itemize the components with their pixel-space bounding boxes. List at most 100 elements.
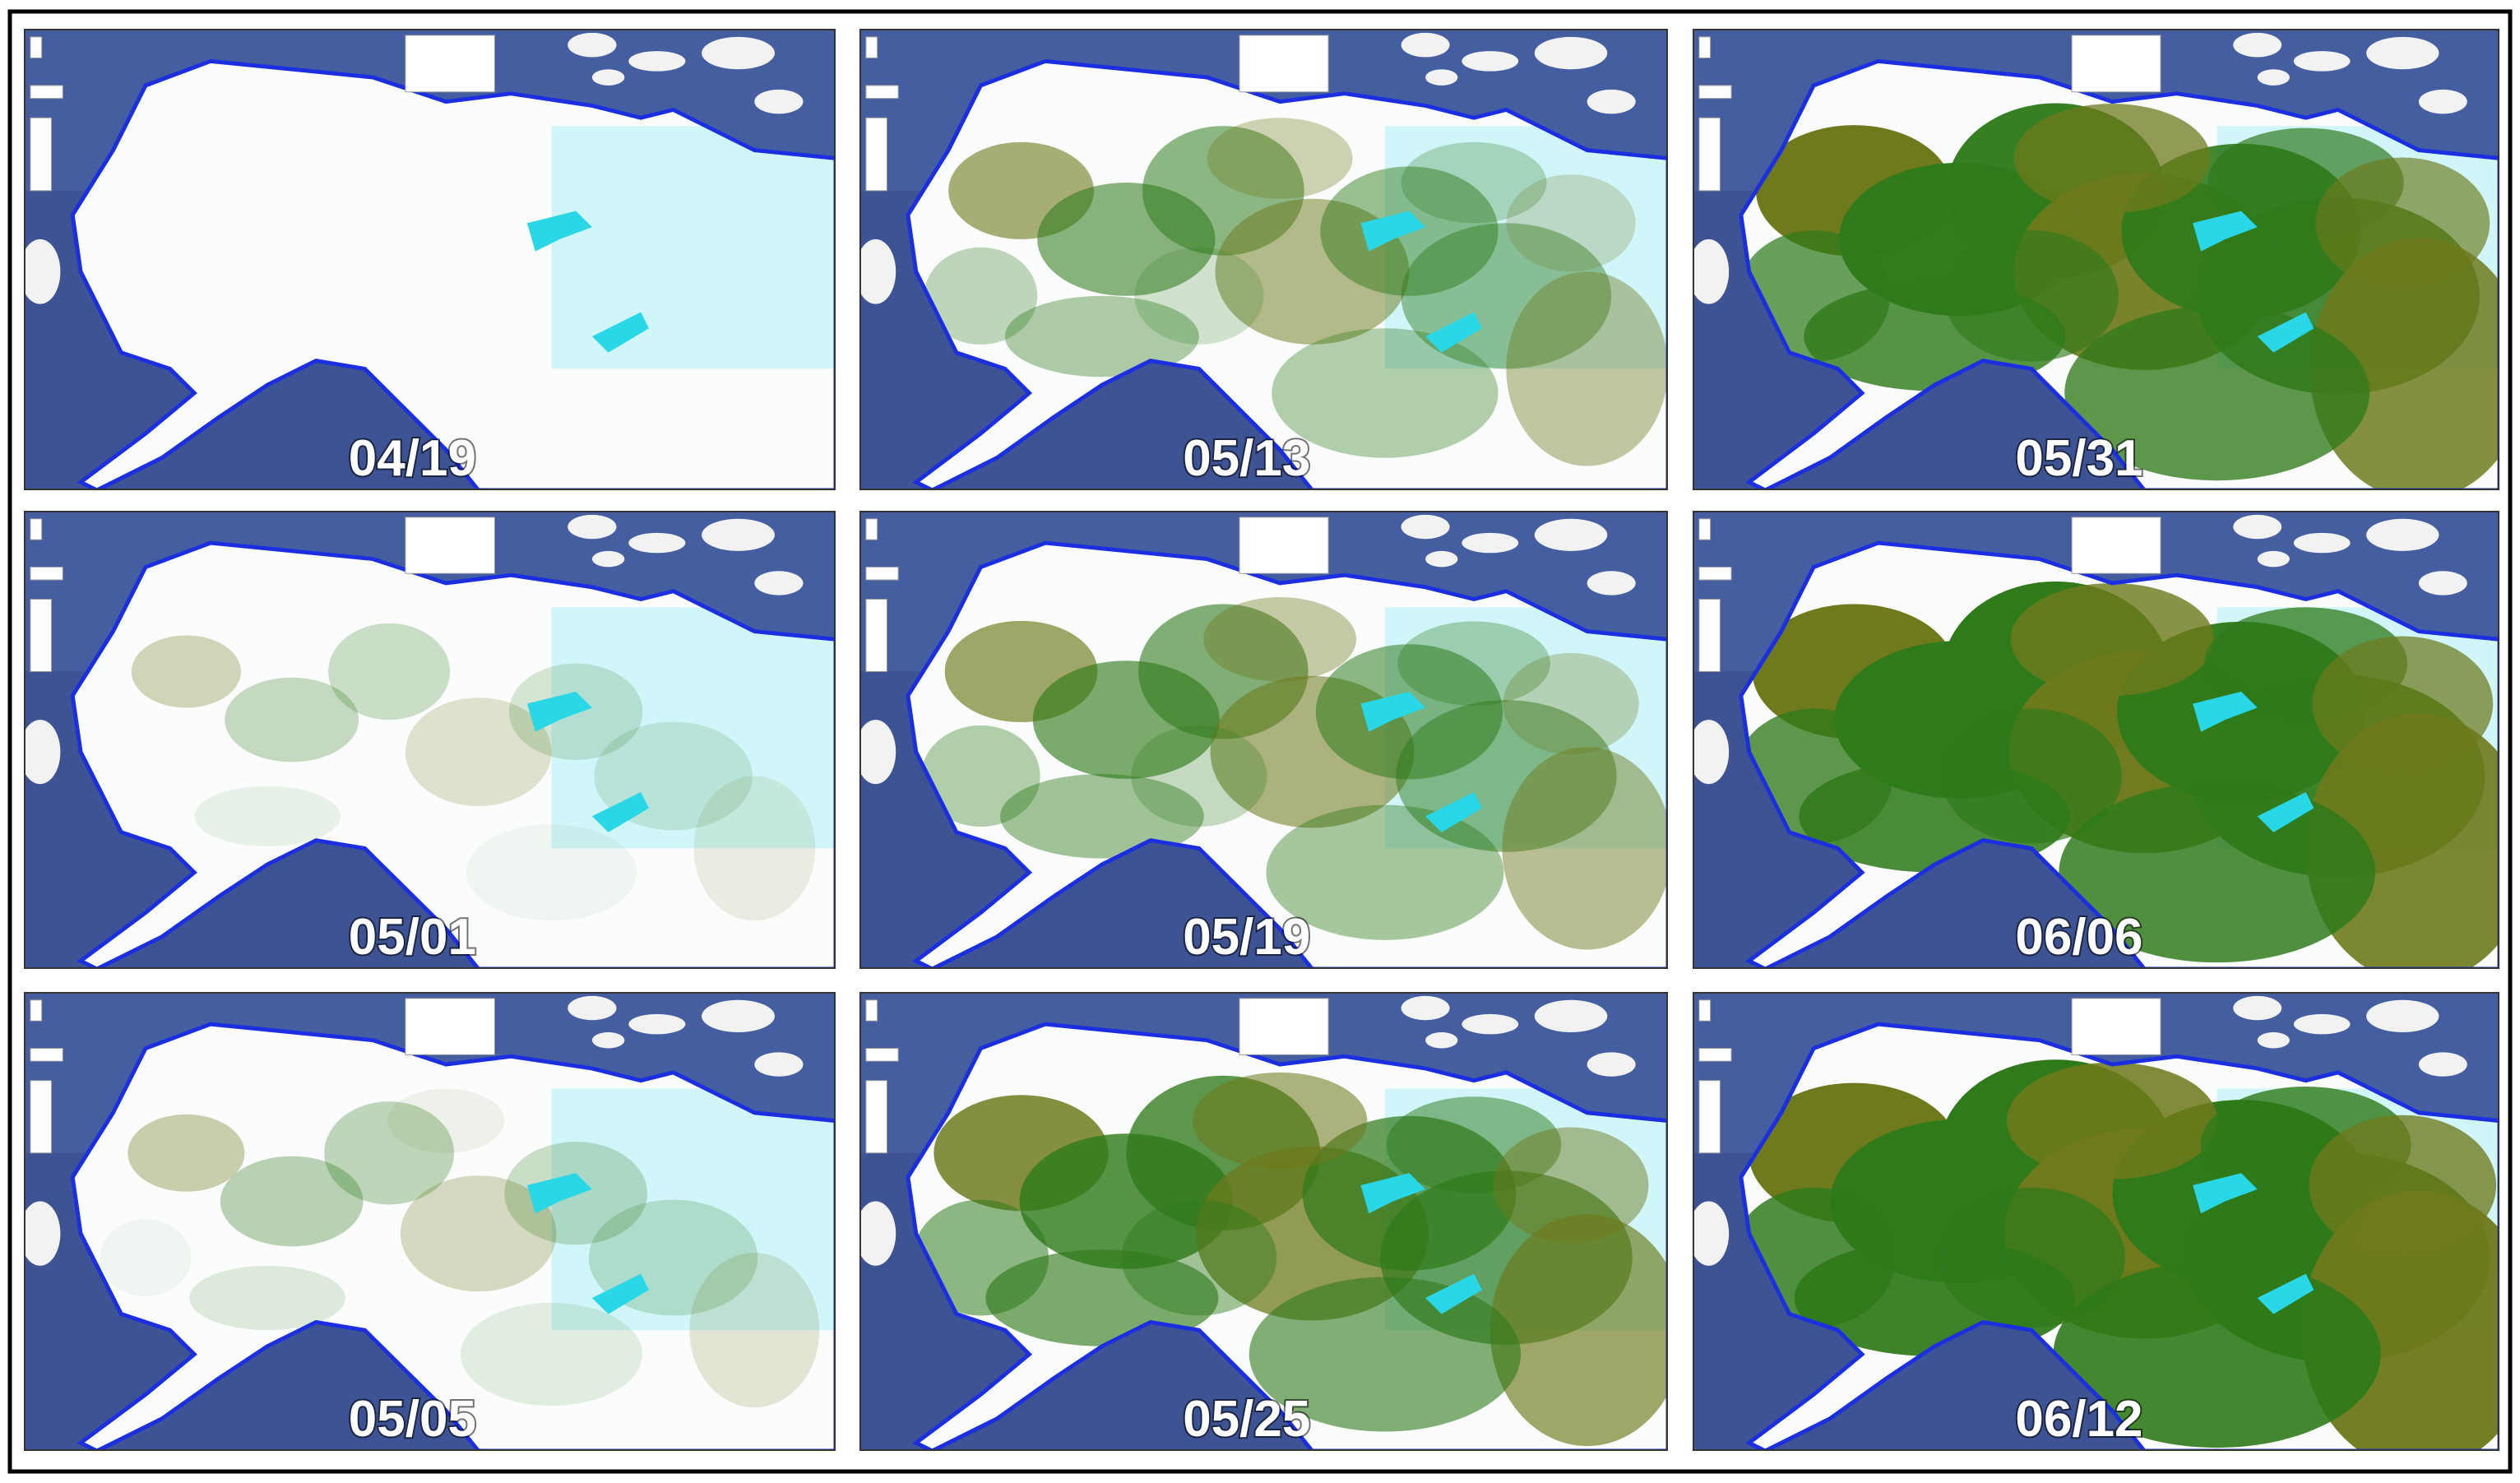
lake [591, 1273, 649, 1314]
map-panel [859, 992, 1668, 1451]
legend-box [1239, 998, 1329, 1055]
island [1587, 89, 1636, 114]
map-panel [24, 992, 836, 1451]
map-control [1698, 599, 1721, 672]
vegetation [220, 1156, 364, 1247]
vegetation [2309, 237, 2499, 490]
vegetation [924, 247, 1038, 345]
vegetation [1503, 652, 1639, 755]
coastline [906, 540, 1668, 969]
vegetation [2013, 104, 2211, 213]
vegetation [1192, 1072, 1368, 1170]
lake [1360, 691, 1426, 732]
vegetation [2315, 157, 2490, 289]
island [1534, 518, 1608, 551]
lake [526, 1173, 592, 1214]
frame [24, 992, 836, 1451]
lake [2257, 312, 2314, 353]
date-label: 05/31 [2015, 430, 2142, 487]
island [1587, 571, 1636, 596]
island [628, 532, 686, 554]
date-label: 05/25 [1183, 1391, 1310, 1448]
coastline [70, 1022, 836, 1451]
vegetation [1502, 747, 1668, 950]
frame [859, 992, 1668, 1451]
island [1534, 999, 1608, 1032]
vegetation [1938, 1187, 2125, 1328]
vegetation [189, 1265, 345, 1331]
island [702, 36, 775, 70]
island [567, 995, 617, 1021]
map-panel [859, 511, 1668, 969]
vegetation [324, 1101, 455, 1205]
island [1425, 1031, 1458, 1049]
vegetation [1401, 141, 1547, 224]
island [591, 69, 625, 86]
lake [1360, 211, 1426, 252]
map-control [865, 85, 899, 100]
island [754, 89, 804, 114]
legend-box [405, 998, 495, 1055]
snow-cyan [551, 126, 836, 369]
vegetation [693, 776, 816, 921]
island [24, 1201, 61, 1266]
vegetation [2059, 782, 2375, 963]
land [1740, 1024, 2499, 1451]
land [72, 61, 836, 490]
island [2233, 514, 2282, 540]
coastline [1739, 540, 2499, 969]
lake [2193, 211, 2258, 252]
vegetation [1266, 804, 1504, 940]
vegetation [1004, 295, 1199, 378]
coastline [1739, 58, 2499, 490]
coastline [1739, 1022, 2499, 1451]
island [1462, 51, 1519, 72]
date-label: 05/01 [349, 909, 476, 966]
map-control [30, 85, 63, 100]
snow-cyan [1384, 126, 1668, 369]
vegetation [2053, 1260, 2381, 1448]
island [1534, 36, 1608, 70]
island [702, 518, 775, 551]
island [2257, 69, 2290, 86]
map-panel [859, 29, 1668, 490]
island [1587, 1052, 1636, 1077]
island [859, 1201, 896, 1266]
island [859, 239, 896, 304]
frame [859, 511, 1668, 969]
vegetation [400, 1175, 557, 1292]
date-label: 05/13 [1183, 430, 1310, 487]
lake [1425, 1273, 1482, 1314]
island [754, 1052, 804, 1077]
island [2293, 51, 2351, 72]
map-panel [1693, 29, 2499, 490]
frame [1693, 992, 2499, 1451]
map-panel [24, 29, 836, 490]
legend-box [1239, 517, 1329, 574]
map-control [1698, 999, 1712, 1022]
vegetation [2007, 1062, 2218, 1179]
map-control [1698, 1048, 1732, 1062]
legend-box [1239, 35, 1329, 93]
vegetation [405, 697, 552, 807]
map-control [30, 599, 53, 672]
island [628, 1013, 686, 1035]
land [907, 1024, 1668, 1451]
vegetation [1134, 247, 1264, 345]
map-control [865, 36, 878, 58]
vegetation [1131, 725, 1267, 827]
vegetation [1506, 271, 1668, 466]
map-control [865, 1080, 887, 1154]
island [2418, 89, 2467, 114]
map-control [865, 599, 887, 672]
lake [1425, 792, 1482, 832]
map-control [1698, 36, 1712, 58]
date-label: 05/19 [1183, 909, 1310, 966]
island [567, 32, 617, 58]
coastline [906, 58, 1668, 490]
map-control [1698, 117, 1721, 192]
island [591, 1031, 625, 1049]
island [24, 239, 61, 304]
island [2257, 1031, 2290, 1049]
land [907, 61, 1668, 490]
